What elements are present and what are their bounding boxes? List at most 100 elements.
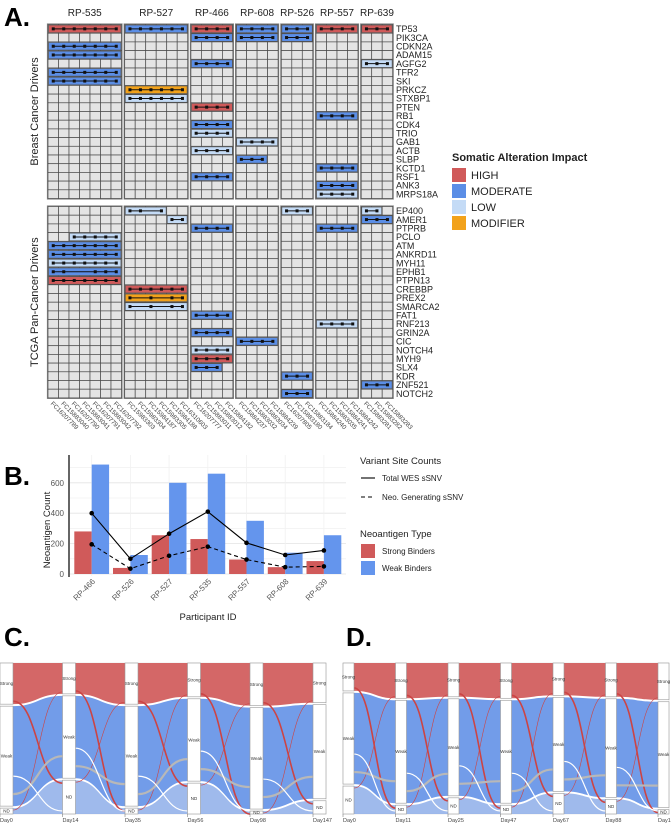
flow-weak-grey: [137, 758, 188, 796]
heatmap-cell: [201, 111, 213, 121]
heatmap-cell: [371, 32, 383, 43]
heatmap-cell: [68, 336, 80, 347]
heatmap-cell: [291, 76, 303, 86]
sample-dot: [104, 235, 108, 239]
heatmap-cell: [301, 275, 314, 286]
timepoint-label: Day67: [553, 818, 569, 824]
sample-dot: [330, 226, 334, 230]
heatmap-cell: [256, 111, 268, 121]
heatmap-cell: [166, 371, 178, 381]
stratum-nd: [249, 810, 264, 815]
heatmap-cell: [134, 102, 147, 112]
sample-dot: [170, 88, 174, 92]
heatmap-cell: [326, 172, 338, 182]
bar-weak: [323, 535, 342, 574]
heatmap-cell: [267, 310, 279, 320]
heatmap-cell: [291, 362, 303, 373]
heatmap-cell: [145, 145, 157, 156]
stratum-label: ND: [253, 810, 260, 815]
heatmap-cell: [267, 76, 279, 86]
heatmap-cell: [79, 301, 91, 312]
heatmap-cell: [315, 249, 327, 260]
heatmap-cell: [301, 258, 314, 268]
heatmap-cell: [190, 275, 202, 286]
heatmap-cell: [256, 240, 268, 251]
gene-label: SLBP: [396, 155, 419, 165]
sample-dot: [226, 131, 230, 135]
heatmap-cell: [371, 275, 383, 286]
panel-label-d: D.: [346, 622, 372, 652]
heatmap-cell: [134, 380, 147, 390]
heatmap-cell: [256, 327, 268, 338]
heatmap-cell: [79, 172, 91, 182]
heatmap-cell: [68, 214, 80, 225]
heatmap-cell: [371, 345, 383, 355]
heatmap-cell: [211, 137, 223, 147]
heatmap-cell: [267, 301, 279, 312]
heatmap-cell: [381, 362, 394, 373]
sample-dot: [364, 27, 368, 31]
gene-set-title: TCGA Pan-Cancer Drivers: [29, 237, 41, 367]
heatmap-cell: [166, 41, 178, 51]
heatmap-cell: [124, 58, 136, 69]
heatmap-cell: [47, 293, 59, 303]
heatmap-cell: [134, 310, 147, 320]
heatmap-cell: [301, 102, 314, 112]
heatmap-cell: [110, 293, 122, 303]
heatmap-cell: [222, 258, 234, 268]
heatmap-cell: [371, 154, 383, 165]
heatmap-cell: [360, 50, 373, 60]
heatmap-cell: [347, 327, 359, 338]
heatmap-cell: [336, 362, 348, 373]
heatmap-cell: [211, 93, 223, 104]
heatmap-cell: [166, 362, 178, 373]
heatmap-cell: [336, 32, 348, 43]
heatmap-cell: [256, 249, 268, 260]
heatmap-cell: [360, 258, 373, 268]
heatmap-cell: [68, 380, 80, 390]
heatmap-cell: [201, 41, 213, 51]
heatmap-cell: [47, 172, 59, 182]
heatmap-cell: [134, 50, 147, 60]
heatmap-cell: [134, 232, 147, 242]
sample-dot: [62, 79, 66, 83]
heatmap-cell: [347, 249, 359, 260]
heatmap-cell: [58, 232, 70, 242]
heatmap-cell: [155, 214, 168, 225]
heatmap-cell: [246, 163, 258, 173]
heatmap-cell: [326, 267, 338, 277]
heatmap-cell: [246, 354, 258, 364]
sample-dot: [260, 27, 264, 31]
sample-dot: [205, 36, 209, 40]
heatmap-cell: [315, 345, 327, 355]
heatmap-cell: [68, 310, 80, 320]
bar-weak: [91, 464, 110, 574]
heatmap-cell: [201, 232, 213, 242]
heatmap-cell: [371, 319, 383, 329]
sample-dot: [104, 70, 108, 74]
heatmap-cell: [235, 371, 247, 381]
flow-weak-grey: [353, 770, 396, 783]
sample-dot: [385, 218, 389, 222]
flow-nd-to-strong: [616, 697, 659, 802]
flow-gap: [563, 760, 606, 812]
heatmap-cell: [222, 267, 234, 277]
heatmap-cell: [89, 319, 101, 329]
heatmap-cell: [176, 119, 189, 130]
heatmap-cell: [381, 85, 394, 95]
heatmap-cell: [326, 128, 338, 138]
line-legend-label: Total WES sSNV: [382, 474, 443, 483]
heatmap-cell: [381, 267, 394, 277]
sample-dot: [351, 226, 355, 230]
heatmap-cell: [267, 293, 279, 303]
heatmap-cell: [256, 214, 268, 225]
heatmap-cell: [291, 58, 303, 69]
heatmap-cell: [201, 214, 213, 225]
heatmap-cell: [326, 214, 338, 225]
heatmap-cell: [124, 345, 136, 355]
heatmap-cell: [280, 327, 293, 338]
heatmap-cell: [176, 41, 189, 51]
gene-label: SLX4: [396, 363, 418, 373]
stratum-label: Weak: [188, 737, 200, 742]
heatmap-cell: [79, 180, 91, 191]
